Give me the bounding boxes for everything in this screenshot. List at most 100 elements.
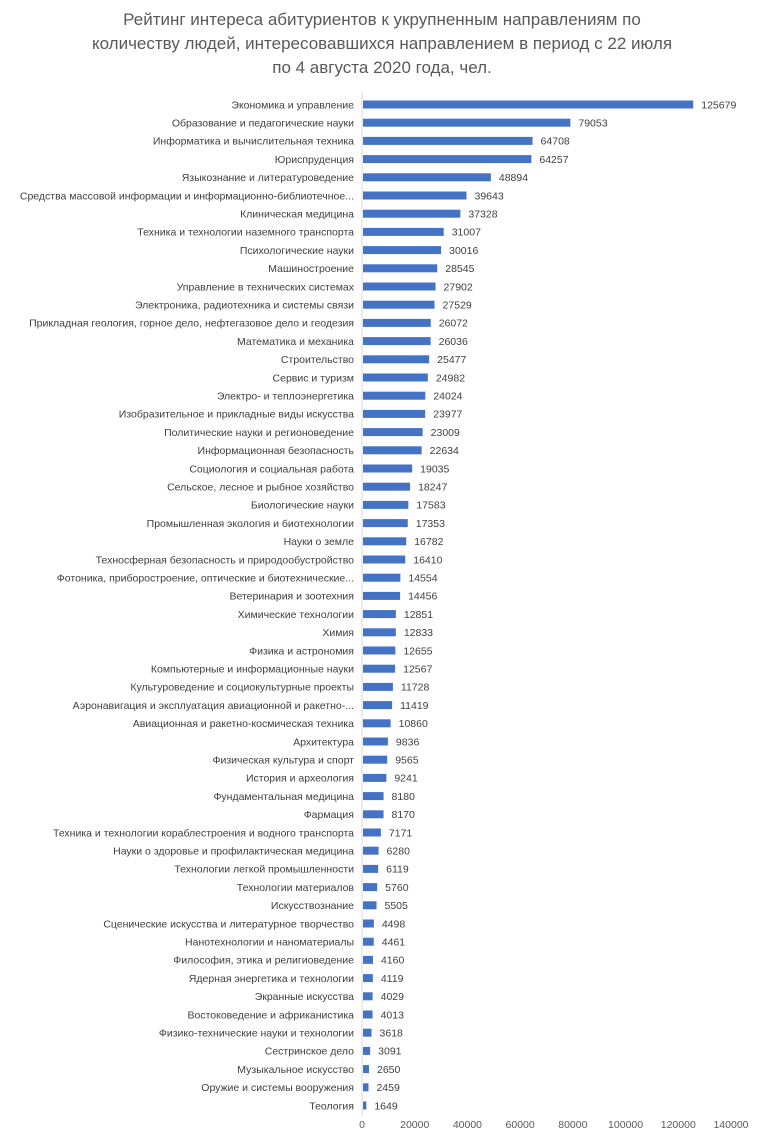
data-label: 64708: [541, 136, 570, 148]
bar: [363, 264, 438, 273]
bar: [363, 1010, 373, 1019]
bar: [363, 664, 396, 673]
category-label: Фундаментальная медицина: [213, 791, 354, 803]
category-label: Сценические искусства и литературное тво…: [103, 918, 354, 930]
data-label: 12567: [403, 664, 432, 676]
data-label: 4160: [381, 955, 405, 967]
chart-title: Рейтинг интереса абитуриентов к укрупнен…: [0, 8, 764, 80]
bar: [363, 1028, 372, 1037]
data-label: 4119: [381, 973, 404, 985]
bar: [363, 482, 411, 491]
bar: [363, 591, 401, 600]
bar: [363, 555, 406, 564]
category-label: Социология и социальная работа: [189, 463, 354, 475]
bar: [363, 864, 379, 873]
category-label: Ядерная энергетика и технологии: [189, 973, 354, 985]
data-label: 6280: [387, 846, 411, 858]
category-label: Химические технологии: [238, 609, 354, 621]
data-label: 1649: [374, 1100, 398, 1112]
data-label: 2650: [377, 1064, 401, 1076]
category-label: Психологические науки: [240, 245, 354, 257]
data-label: 4029: [381, 991, 405, 1003]
category-label: Архитектура: [293, 736, 354, 748]
data-label: 2459: [376, 1082, 400, 1094]
bar: [363, 573, 401, 582]
bar: [363, 883, 378, 892]
data-label: 8180: [392, 791, 416, 803]
category-label: Оружие и системы вооружения: [201, 1082, 354, 1094]
category-label: Фотоника, приборостроение, оптические и …: [57, 573, 354, 585]
category-label: Аэронавигация и эксплуатация авиационной…: [73, 700, 354, 712]
category-label: Средства массовой информации и информаци…: [20, 190, 354, 202]
bar: [363, 1083, 369, 1092]
bar: [363, 373, 428, 382]
bar: [363, 446, 422, 455]
category-label: Физико-технические науки и технологии: [159, 1028, 354, 1040]
category-label: Промышленная экология и биотехнологии: [147, 518, 354, 530]
category-label: Музыкальное искусство: [237, 1064, 354, 1076]
data-label: 37328: [468, 209, 497, 221]
data-label: 25477: [437, 354, 466, 366]
bar: [363, 337, 431, 346]
data-label: 16782: [414, 536, 443, 548]
bar: [363, 391, 426, 400]
bar: [363, 919, 374, 928]
data-label: 64257: [539, 154, 568, 166]
data-label: 48894: [499, 172, 528, 184]
bar: [363, 173, 491, 182]
data-label: 26036: [439, 336, 468, 348]
data-label: 11419: [400, 700, 429, 712]
bar: [363, 792, 384, 801]
category-label: Биологические науки: [251, 500, 354, 512]
bar: [363, 409, 426, 418]
category-label: Строительство: [281, 354, 354, 366]
category-label: Науки о земле: [284, 536, 355, 548]
data-label: 24024: [433, 391, 462, 403]
data-label: 27529: [443, 300, 472, 312]
bar: [363, 464, 413, 473]
bar: [363, 100, 694, 109]
data-label: 10860: [399, 718, 428, 730]
x-tick-label: 80000: [558, 1119, 587, 1131]
bar: [363, 719, 391, 728]
data-label: 17583: [416, 500, 445, 512]
data-label: 7171: [389, 827, 413, 839]
bar: [363, 246, 442, 255]
category-label: Электро- и теплоэнергетика: [217, 391, 354, 403]
bar: [363, 810, 384, 819]
chart-title-line-1: Рейтинг интереса абитуриентов к укрупнен…: [123, 10, 641, 29]
category-label: Теология: [309, 1100, 354, 1112]
category-label: Математика и механика: [237, 336, 354, 348]
category-label: Электроника, радиотехника и системы связ…: [135, 300, 354, 312]
bar: [363, 682, 393, 691]
category-label: Информационная безопасность: [198, 445, 355, 457]
data-label: 3618: [380, 1028, 404, 1040]
bar: [363, 191, 467, 200]
category-label: Химия: [322, 627, 354, 639]
bar: [363, 646, 396, 655]
data-label: 4498: [382, 918, 406, 930]
bar: [363, 227, 444, 236]
bar: [363, 992, 373, 1001]
bar: [363, 428, 423, 437]
category-label: Информатика и вычислительная техника: [153, 136, 354, 148]
category-label: Технологии легкой промышленности: [174, 864, 354, 876]
chart-title-line-2: количеству людей, интересовавшихся напра…: [91, 34, 673, 53]
data-label: 17353: [416, 518, 445, 530]
category-label: Фармация: [304, 809, 354, 821]
x-tick-label: 60000: [506, 1119, 535, 1131]
x-tick-label: 0: [359, 1119, 365, 1131]
category-label: Технологии материалов: [237, 882, 355, 894]
bar: [363, 537, 407, 546]
data-label: 19035: [420, 463, 449, 475]
data-label: 12851: [404, 609, 433, 621]
data-label: 11728: [401, 682, 430, 694]
data-label: 125679: [701, 99, 736, 111]
bar: [363, 773, 387, 782]
bar: [363, 974, 373, 983]
data-label: 9836: [396, 736, 420, 748]
category-label: Прикладная геология, горное дело, нефтег…: [29, 318, 354, 330]
category-label: Изобразительное и прикладные виды искусс…: [119, 409, 354, 421]
